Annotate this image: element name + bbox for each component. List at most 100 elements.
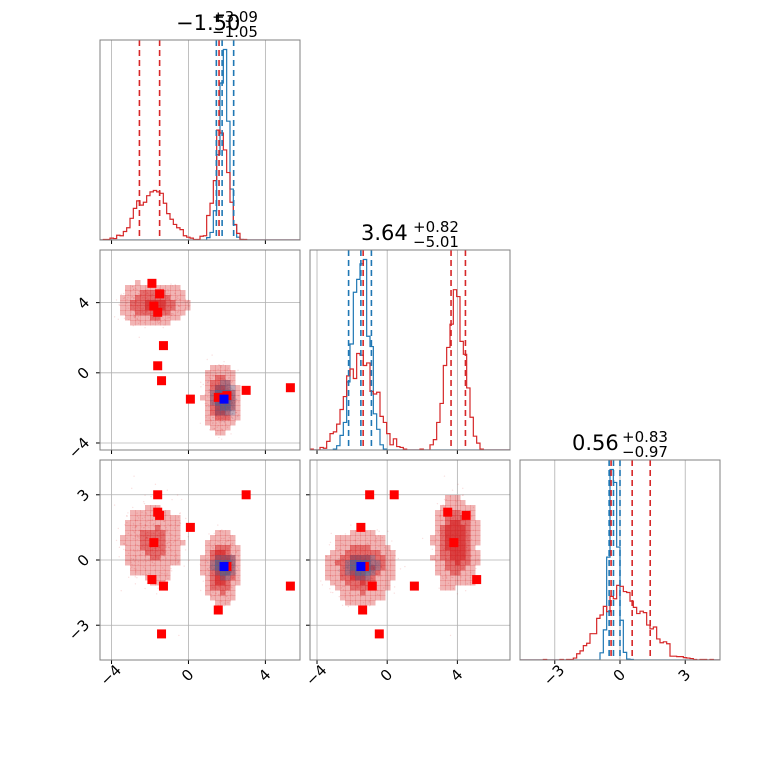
sample-point-red xyxy=(220,428,223,430)
sample-point-red xyxy=(206,557,208,560)
density-red xyxy=(205,565,211,571)
density-red xyxy=(335,570,341,576)
sample-point-blue xyxy=(236,566,239,568)
density-red xyxy=(360,600,366,606)
sample-point-red xyxy=(159,560,162,562)
density-red xyxy=(215,565,221,571)
sample-point-red xyxy=(145,512,147,514)
sample-point-red xyxy=(348,592,351,594)
marker-red xyxy=(153,490,163,500)
sample-point-red xyxy=(151,561,154,564)
sample-point-red xyxy=(129,568,132,570)
density-red xyxy=(135,310,141,316)
sample-point-red xyxy=(177,538,179,540)
density-red xyxy=(330,555,336,561)
density-red xyxy=(220,370,226,376)
density-red xyxy=(360,540,366,546)
sample-point-red xyxy=(132,524,135,526)
density-red xyxy=(370,545,376,551)
density-red xyxy=(135,295,141,301)
density-red xyxy=(390,560,396,566)
density-red xyxy=(210,415,216,421)
density-red xyxy=(455,505,461,511)
density-red xyxy=(160,555,166,561)
sample-point-red xyxy=(143,502,146,505)
sample-point-red xyxy=(185,307,187,309)
sample-point-red xyxy=(199,563,202,566)
density-red xyxy=(220,595,226,601)
density-red xyxy=(220,420,226,426)
sample-point-red xyxy=(146,521,148,523)
density-red xyxy=(230,405,236,411)
sample-point-red xyxy=(222,531,224,533)
density-red xyxy=(130,320,136,326)
density-blue xyxy=(220,555,226,561)
density-red xyxy=(150,315,156,321)
density-red xyxy=(130,315,136,321)
density-red xyxy=(345,600,351,606)
sample-point-red xyxy=(148,526,150,529)
sample-point-red xyxy=(123,548,125,551)
sample-point-red xyxy=(143,321,146,324)
sample-point-red xyxy=(123,543,125,545)
sample-point-red xyxy=(460,576,462,578)
sample-point-red xyxy=(126,301,128,304)
sample-point-red xyxy=(139,321,141,323)
density-red xyxy=(235,545,241,551)
histogram-area xyxy=(310,250,510,450)
sample-point-red xyxy=(134,527,136,529)
sample-point-red xyxy=(170,283,172,285)
sample-point-blue xyxy=(230,388,232,390)
x-tick-label: 0 xyxy=(178,666,197,685)
sample-point-red xyxy=(360,595,362,598)
density-red xyxy=(170,285,176,291)
sample-point-red xyxy=(147,559,149,562)
sample-point-red xyxy=(353,539,355,542)
density-red xyxy=(135,285,141,291)
density-red xyxy=(220,600,226,606)
density-red xyxy=(210,410,216,416)
sample-point-red xyxy=(218,364,220,366)
density-red xyxy=(175,310,181,316)
sample-point-red xyxy=(132,530,135,532)
sample-point-red xyxy=(172,541,175,544)
density-red xyxy=(335,580,341,586)
density-red xyxy=(145,505,151,511)
sample-point-red xyxy=(169,517,171,519)
density-red xyxy=(165,290,171,296)
sample-point-red xyxy=(227,601,229,604)
sample-point-blue xyxy=(207,381,209,384)
density-red xyxy=(365,540,371,546)
density-red xyxy=(140,550,146,556)
density-red xyxy=(385,565,391,571)
sample-point-red xyxy=(226,369,229,371)
sample-point-red xyxy=(443,568,446,570)
sample-point-red xyxy=(138,533,141,536)
density-red xyxy=(230,540,236,546)
density-red xyxy=(165,570,171,576)
sample-point-red xyxy=(441,576,444,578)
density-red xyxy=(215,595,221,601)
sample-point-blue xyxy=(236,415,239,417)
sample-point-red xyxy=(366,543,368,545)
sample-point-red xyxy=(219,530,222,533)
sample-point-red xyxy=(342,585,344,588)
sample-point-red xyxy=(204,402,206,405)
density-red xyxy=(200,395,206,401)
sample-point-red xyxy=(455,501,458,503)
density-red xyxy=(230,390,236,396)
density-red xyxy=(165,560,171,566)
sample-point-red xyxy=(126,308,128,310)
density-blue xyxy=(225,555,231,561)
sample-point-red xyxy=(381,590,383,592)
sample-point-red xyxy=(130,566,133,568)
density-red xyxy=(165,320,171,326)
sample-point-red xyxy=(124,296,126,299)
sample-point-red xyxy=(126,522,128,524)
density-red xyxy=(205,390,211,396)
scatter-area xyxy=(113,475,295,639)
sample-point-red xyxy=(451,489,454,491)
sample-point-red xyxy=(177,516,180,518)
density-red xyxy=(135,300,141,306)
density-red xyxy=(175,520,181,526)
